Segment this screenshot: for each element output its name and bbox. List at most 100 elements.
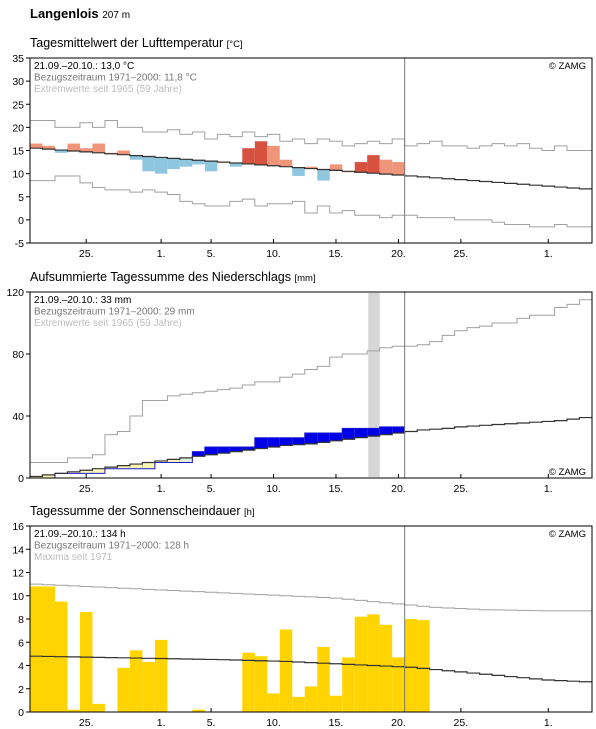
sunshine-bar	[417, 620, 430, 712]
temperature-bar	[192, 160, 205, 165]
sunshine-bar	[404, 619, 418, 712]
precipitation-surplus-bar	[242, 447, 255, 451]
precipitation-x-tick-label: 1.	[544, 483, 553, 495]
precipitation-x-tick-label: 1.	[157, 483, 166, 495]
temperature-bar	[354, 162, 368, 173]
precipitation-y-tick-label: 120	[6, 287, 24, 299]
sunshine-x-tick-label: 25.	[454, 717, 469, 729]
precipitation-x-tick-label: 10.	[266, 483, 281, 495]
precipitation-extreme-max-line	[30, 299, 592, 463]
sunshine-x-tick-label: 25.	[79, 717, 94, 729]
precipitation-surplus-bar	[254, 437, 268, 449]
temperature-unit: [°C]	[226, 39, 243, 50]
precipitation-legend-line-2: Bezugszeitraum 1971–2000: 29 mm	[34, 307, 195, 318]
temperature-x-tick-label: 5.	[207, 248, 216, 260]
temperature-bar	[367, 155, 380, 174]
precipitation-x-tick-label: 20.	[391, 483, 406, 495]
temperature-bar	[317, 169, 330, 181]
sunshine-unit: [h]	[244, 507, 255, 518]
precipitation-surplus-bar	[379, 426, 393, 435]
precipitation-deficit-bar	[179, 457, 193, 463]
sunshine-bar	[329, 695, 343, 712]
temperature-bar	[329, 164, 343, 171]
temperature-bar	[142, 156, 155, 172]
precipitation-legend-line-3: Extremwerte seit 1965 (59 Jahre)	[34, 318, 182, 329]
sunshine-y-tick-label: 8	[18, 614, 24, 626]
sunshine-y-tick-label: 4	[18, 661, 24, 673]
temperature-bar	[92, 143, 105, 153]
sunshine-bar	[154, 639, 168, 712]
sunshine-bar	[142, 662, 155, 712]
sunshine-climate-mean-line	[30, 655, 592, 683]
temperature-bar	[30, 143, 43, 149]
precipitation-surplus-bar	[367, 428, 380, 437]
sunshine-x-tick-label: 10.	[266, 717, 281, 729]
temperature-x-tick-label: 1.	[157, 248, 166, 260]
sunshine-plot-frame	[29, 525, 593, 713]
precipitation-surplus-bar	[304, 433, 318, 444]
temperature-y-tick-label: 0	[18, 215, 24, 227]
temperature-x-tick-label: 25.	[79, 248, 94, 260]
precipitation-surplus-bar	[329, 433, 343, 441]
sunshine-y-tick-label: 12	[12, 568, 24, 580]
sunshine-x-tick-label: 1.	[157, 717, 166, 729]
temperature-bar	[204, 161, 218, 172]
temperature-bar	[179, 159, 193, 167]
sunshine-bar	[292, 696, 305, 712]
temperature-y-tick-label: 35	[12, 53, 24, 65]
station-elevation: 207 m	[102, 10, 131, 21]
precipitation-x-tick-label: 5.	[207, 483, 216, 495]
precipitation-legend-line-1: 21.09.–20.10.: 33 mm	[34, 295, 131, 306]
sunshine-y-tick-label: 14	[12, 544, 24, 556]
sunshine-y-tick-label: 0	[18, 707, 24, 719]
temperature-plot-border	[29, 57, 593, 244]
sunshine-x-tick-label: 1.	[544, 717, 553, 729]
sunshine-bar	[79, 612, 93, 712]
sunshine-bar	[67, 709, 80, 712]
temperature-bar	[292, 167, 305, 176]
temperature-bar	[229, 162, 243, 167]
temperature-bar	[154, 157, 168, 174]
temperature-y-tick-label: 5	[18, 192, 24, 204]
precipitation-chart-title: Aufsummierte Tagessumme des Niederschlag…	[30, 270, 316, 284]
sunshine-bar	[254, 656, 268, 712]
precipitation-surplus-bar	[292, 437, 305, 445]
temperature-y-tick-label: 30	[12, 76, 24, 88]
temperature-y-tick-label: 10	[12, 169, 24, 181]
sunshine-bar	[342, 657, 355, 712]
precipitation-surplus-bar	[267, 437, 280, 447]
temperature-bar	[129, 155, 143, 160]
sunshine-bar	[92, 703, 105, 712]
sunshine-y-tick-label: 6	[18, 637, 24, 649]
precipitation-x-tick-label: 15.	[329, 483, 344, 495]
temperature-bar	[117, 150, 130, 155]
sunshine-bar	[304, 686, 318, 712]
station-name: Langenlois	[30, 6, 99, 21]
sunshine-title-text: Tagessumme der Sonnenscheindauer	[30, 504, 241, 518]
sunshine-bar	[42, 586, 55, 712]
precipitation-y-tick-label: 80	[12, 349, 24, 361]
temperature-bar	[242, 148, 255, 164]
temperature-legend-line-1: 21.09.–20.10.: 13,0 °C	[34, 61, 134, 72]
precipitation-surplus-bar	[204, 447, 218, 455]
sunshine-bar	[379, 624, 393, 712]
temperature-bar	[379, 159, 393, 175]
temperature-x-tick-label: 25.	[454, 248, 469, 260]
precipitation-surplus-bar	[317, 433, 330, 443]
precipitation-surplus-bar	[192, 451, 205, 457]
sunshine-plot-border	[29, 525, 593, 713]
temperature-y-tick-label: -5	[15, 238, 24, 250]
temperature-bar	[54, 150, 68, 153]
temperature-chart-title: Tagesmittelwert der Lufttemperatur [°C]	[30, 36, 243, 50]
precipitation-x-tick-label: 25.	[79, 483, 94, 495]
sunshine-bar	[392, 657, 405, 712]
precipitation-surplus-bar	[217, 447, 230, 454]
sunshine-bar	[242, 652, 255, 712]
sunshine-chart-title: Tagessumme der Sonnenscheindauer [h]	[30, 504, 255, 518]
station-header: Langenlois 207 m	[30, 6, 130, 21]
temperature-bar	[167, 158, 180, 169]
precipitation-plot-border	[29, 291, 593, 479]
temperature-extreme-max-line	[30, 119, 592, 151]
precipitation-y-tick-label: 0	[18, 473, 24, 485]
precipitation-deficit-bar	[129, 463, 143, 469]
